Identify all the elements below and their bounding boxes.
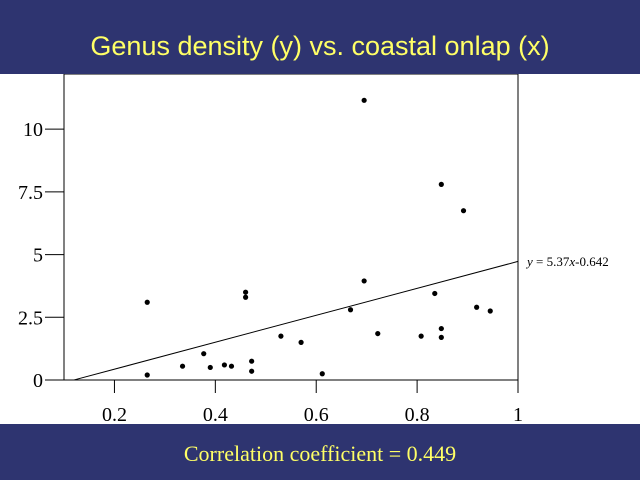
scatter-chart: 0.2 0.4 0.6 0.8 102.557.510 y = 5.37x-0.642: [0, 74, 640, 424]
data-point: [418, 333, 424, 339]
data-point: [298, 339, 304, 345]
data-point: [460, 208, 467, 214]
data-point: [438, 325, 444, 332]
data-point: [438, 181, 444, 187]
data-point: [144, 299, 150, 305]
eq-tail: -0.642: [575, 254, 609, 269]
plot-frame: [63, 74, 519, 381]
x-tick-label: 0.6: [304, 404, 329, 424]
plot-background: [0, 74, 640, 424]
data-point: [375, 330, 381, 337]
data-point: [347, 307, 354, 313]
x-tick-label: 1: [513, 404, 523, 424]
y-tick-label: 5: [33, 245, 43, 267]
ticks: 0.2 0.4 0.6 0.8 102.557.510: [18, 119, 523, 424]
data-point: [438, 334, 444, 340]
data-point: [474, 304, 480, 310]
regression-group: [73, 260, 519, 381]
eq-mid: = 5.37: [533, 254, 570, 269]
data-point: [179, 363, 186, 369]
data-point: [487, 308, 493, 314]
data-point: [361, 97, 367, 103]
x-tick-label: 0.2: [102, 404, 127, 424]
data-point: [144, 372, 150, 378]
y-tick-label: 0: [33, 370, 43, 392]
y-tick-label: 10: [23, 119, 43, 141]
y-tick-label: 2.5: [18, 307, 43, 329]
regression-line: [73, 260, 519, 381]
data-point: [228, 363, 235, 369]
data-point: [432, 290, 438, 297]
x-tick-label: 0.8: [405, 404, 430, 424]
correlation-caption: Correlation coefficient = 0.449: [183, 441, 457, 466]
data-point: [278, 333, 284, 339]
data-point: [249, 358, 255, 364]
x-tick-label: 0.4: [203, 404, 228, 424]
chart-title: Genus density (y) vs. coastal onlap (x): [90, 31, 550, 61]
data-point: [221, 362, 228, 368]
eq-x: x: [568, 254, 575, 269]
eq-y: y: [525, 254, 533, 269]
data-point: [243, 294, 249, 300]
data-point: [361, 278, 367, 284]
regression-equation: y = 5.37x-0.642: [525, 254, 609, 269]
data-point: [249, 368, 255, 374]
y-tick-label: 7.5: [18, 182, 43, 204]
axes: [63, 74, 519, 381]
data-point: [201, 351, 207, 357]
data-point: [207, 364, 213, 371]
data-point: [319, 371, 325, 377]
data-points: [144, 97, 493, 378]
data-point: [243, 289, 249, 295]
